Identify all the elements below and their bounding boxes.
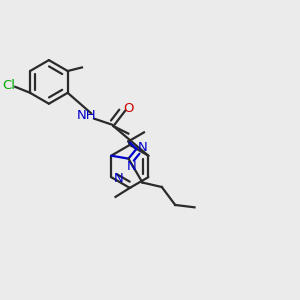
Text: O: O	[124, 102, 134, 115]
Text: N: N	[114, 172, 124, 185]
Text: N: N	[138, 141, 148, 154]
Text: Cl: Cl	[2, 79, 15, 92]
Text: N: N	[127, 160, 136, 172]
Text: NH: NH	[77, 109, 97, 122]
